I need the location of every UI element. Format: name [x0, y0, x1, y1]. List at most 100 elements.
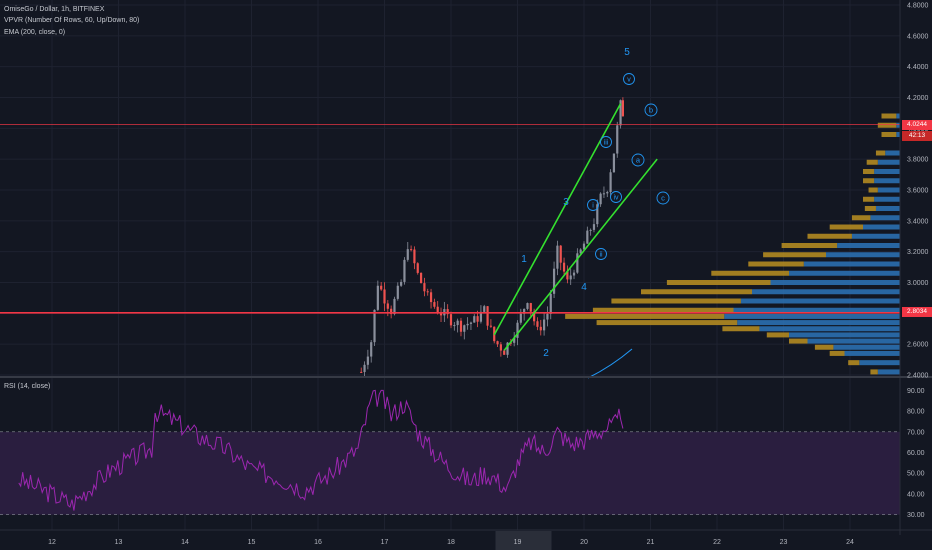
candle-down — [539, 326, 542, 331]
rsi-legend[interactable]: RSI (14, close) — [4, 383, 51, 390]
candle-up — [589, 229, 592, 231]
channel-lower-line — [503, 158, 658, 351]
volume-profile-up-bar — [863, 224, 900, 230]
rsi-tick-label: 90.00 — [907, 388, 925, 395]
price-tick-label: 4.6000 — [907, 33, 929, 40]
candle-up — [513, 337, 516, 343]
volume-profile-up-bar — [874, 169, 900, 174]
price-tick-label: 3.0000 — [907, 280, 929, 287]
price-tick-label: 2.4000 — [907, 373, 929, 380]
candle-up — [406, 249, 409, 260]
wave-circle-i — [587, 199, 599, 211]
volume-profile[interactable] — [565, 113, 900, 375]
candle-down — [559, 245, 562, 263]
vpvr-legend[interactable]: VPVR (Number Of Rows, 60, Up/Down, 80) — [4, 17, 140, 24]
time-tick-label: 17 — [381, 539, 389, 546]
candle-up — [506, 342, 509, 355]
candle-up — [396, 285, 399, 299]
wave-label-v: v — [627, 77, 631, 84]
volume-profile-up-bar — [807, 338, 900, 344]
wave-label-iii: iii — [604, 140, 609, 147]
price-tick-label: 4.8000 — [907, 3, 929, 10]
volume-profile-down-bar — [789, 338, 808, 344]
volume-profile-down-bar — [868, 187, 878, 193]
volume-profile-down-bar — [748, 261, 804, 267]
price-tick-label: 3.6000 — [907, 188, 929, 195]
volume-profile-down-bar — [863, 178, 875, 184]
wave-label-2: 2 — [543, 348, 549, 359]
candle-up — [576, 253, 579, 273]
rsi-tick-label: 40.00 — [907, 491, 925, 498]
candle-down — [439, 313, 443, 316]
volume-profile-down-bar — [863, 169, 875, 174]
candle-up — [376, 285, 379, 310]
current-price-tag: 4.0244 — [902, 120, 932, 130]
volume-profile-up-bar — [877, 187, 900, 193]
candle-down — [383, 289, 386, 304]
wave-label-5: 5 — [624, 47, 630, 58]
wave-circle-v — [623, 73, 635, 85]
volume-profile-up-bar — [875, 206, 900, 211]
countdown-tag: 42:13 — [902, 131, 932, 141]
volume-profile-up-bar — [896, 113, 900, 119]
symbol-legend[interactable]: OmiseGo / Dollar, 1h, BITFINEX — [4, 6, 105, 13]
candle-up — [572, 272, 576, 276]
volume-profile-up-bar — [826, 252, 900, 258]
candle-up — [592, 224, 596, 230]
volume-profile-up-bar — [874, 178, 900, 184]
candle-up — [546, 313, 549, 320]
candle-up — [519, 313, 522, 323]
time-tick-label: 19 — [514, 539, 522, 546]
volume-profile-up-bar — [844, 350, 900, 356]
candle-down — [416, 263, 419, 273]
time-tick-label: 21 — [647, 539, 655, 546]
volume-profile-down-bar — [848, 360, 860, 366]
candle-down — [360, 371, 363, 373]
candle-up — [479, 311, 483, 322]
volume-profile-down-bar — [851, 215, 871, 221]
candle-up — [453, 325, 456, 327]
candle-up — [463, 325, 466, 332]
candle-up — [456, 320, 459, 326]
volume-profile-up-bar — [833, 344, 900, 350]
rsi-tick-label: 80.00 — [907, 409, 925, 416]
price-tick-label: 3.4000 — [907, 218, 929, 225]
rsi-tick-label: 60.00 — [907, 450, 925, 457]
candle-up — [556, 245, 559, 269]
time-tick-label: 15 — [248, 539, 256, 546]
wave-label-i: i — [592, 203, 594, 210]
candle-down — [429, 292, 433, 303]
volume-profile-down-bar — [596, 320, 738, 326]
price-tick-label: 2.6000 — [907, 342, 929, 349]
volume-profile-down-bar — [722, 326, 760, 332]
volume-profile-down-bar — [763, 252, 826, 258]
volume-profile-up-bar — [870, 215, 900, 221]
volume-profile-down-bar — [875, 150, 886, 156]
candle-down — [529, 303, 532, 312]
candle-up — [619, 100, 622, 126]
wave-label-iv: iv — [613, 195, 619, 202]
candle-up — [609, 172, 612, 193]
wave-label-a: a — [636, 156, 641, 165]
volume-profile-down-bar — [766, 332, 789, 338]
volume-profile-down-bar — [711, 270, 789, 276]
candle-up — [599, 193, 602, 205]
wave-circle-c — [656, 191, 670, 205]
candle-up — [549, 293, 552, 314]
candle-down — [390, 308, 393, 315]
ema-legend[interactable]: EMA (200, close, 0) — [4, 29, 66, 36]
volume-profile-up-bar — [759, 326, 900, 332]
candle-down — [476, 316, 479, 322]
volume-profile-up-bar — [733, 307, 900, 313]
price-series[interactable] — [360, 97, 625, 376]
volume-profile-up-bar — [896, 122, 900, 128]
volume-profile-down-bar — [881, 113, 897, 119]
candle-up — [582, 243, 586, 250]
volume-profile-up-bar — [803, 261, 900, 267]
rsi-pane[interactable] — [0, 389, 900, 516]
volume-profile-up-bar — [877, 369, 900, 375]
candle-down — [499, 344, 502, 351]
